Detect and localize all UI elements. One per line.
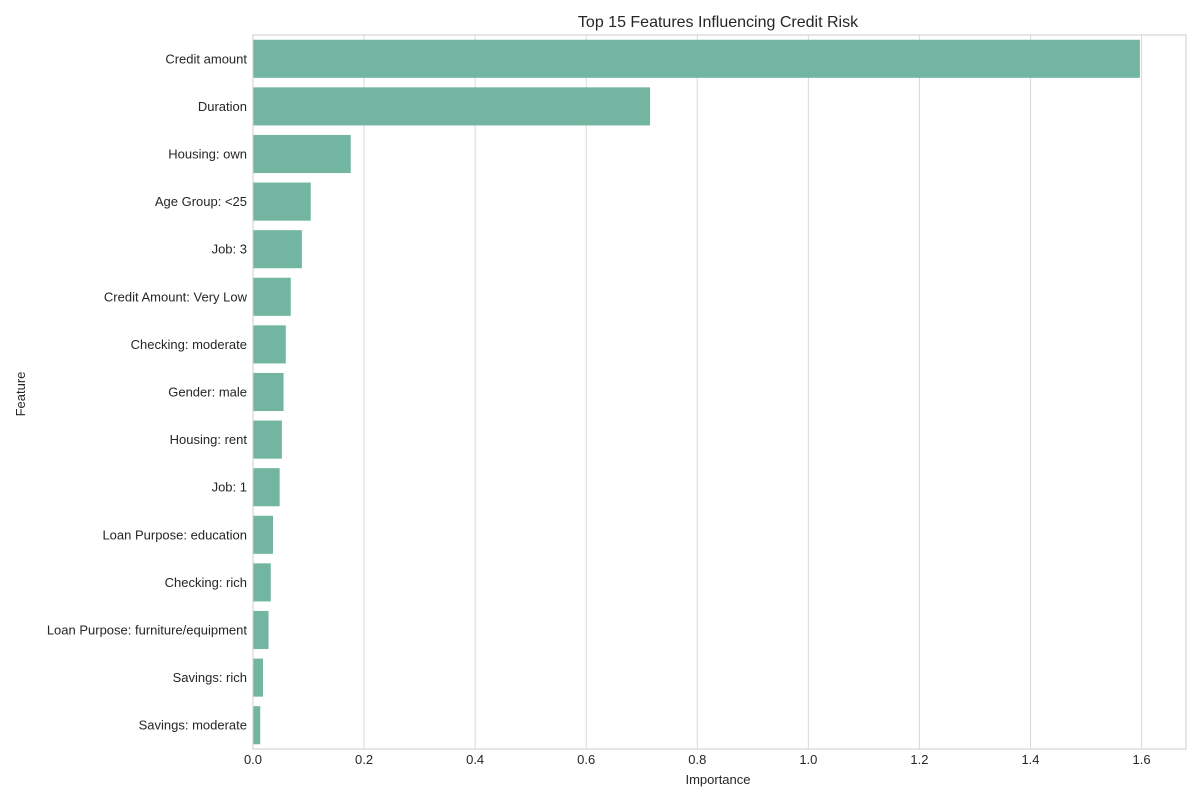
y-tick-label: Loan Purpose: education xyxy=(102,527,247,542)
x-tick-label: 1.4 xyxy=(1021,752,1039,767)
x-axis-label: Importance xyxy=(685,772,750,787)
y-tick-label: Gender: male xyxy=(168,385,247,400)
y-tick-label: Loan Purpose: furniture/equipment xyxy=(47,623,248,638)
bar xyxy=(253,230,302,269)
x-tick-label: 0.6 xyxy=(577,752,595,767)
y-tick-label: Credit Amount: Very Low xyxy=(104,289,248,304)
bar xyxy=(253,706,261,745)
bar xyxy=(253,610,269,650)
bar xyxy=(253,182,311,221)
bar xyxy=(253,515,273,554)
y-tick-label: Savings: rich xyxy=(173,670,247,685)
bar xyxy=(253,420,282,459)
bar xyxy=(253,87,651,126)
x-tick-label: 0.0 xyxy=(244,752,262,767)
y-tick-label: Checking: rich xyxy=(165,575,247,590)
x-tick-labels: 0.0 0.2 0.4 0.6 0.8 1.0 1.2 1.4 1.6 xyxy=(244,752,1151,767)
bars xyxy=(253,39,1140,745)
y-tick-label: Job: 3 xyxy=(212,242,247,257)
y-axis-label: Feature xyxy=(13,372,28,417)
bar xyxy=(253,658,263,697)
y-tick-label: Housing: rent xyxy=(170,432,248,447)
bar xyxy=(253,468,280,507)
y-tick-label: Duration xyxy=(198,99,247,114)
x-tick-label: 0.4 xyxy=(466,752,484,767)
y-tick-label: Savings: moderate xyxy=(139,718,247,733)
y-tick-label: Job: 1 xyxy=(212,480,247,495)
bar xyxy=(253,39,1140,78)
y-tick-label: Credit amount xyxy=(165,51,247,66)
bar xyxy=(253,563,271,602)
x-tick-label: 1.6 xyxy=(1133,752,1151,767)
y-tick-label: Checking: moderate xyxy=(131,337,247,352)
plot-frame xyxy=(252,34,1187,750)
chart-title: Top 15 Features Influencing Credit Risk xyxy=(578,14,859,31)
x-tick-label: 0.8 xyxy=(688,752,706,767)
x-tick-label: 1.0 xyxy=(799,752,817,767)
bar xyxy=(253,325,286,364)
bar xyxy=(253,372,284,412)
bar xyxy=(253,134,351,174)
x-tick-label: 0.2 xyxy=(355,752,373,767)
y-tick-label: Age Group: <25 xyxy=(155,194,247,209)
bar xyxy=(253,277,291,316)
y-tick-labels: Credit amount Duration Housing: own Age Gro… xyxy=(47,51,248,732)
y-tick-label: Housing: own xyxy=(168,147,247,162)
x-tick-label: 1.2 xyxy=(910,752,928,767)
